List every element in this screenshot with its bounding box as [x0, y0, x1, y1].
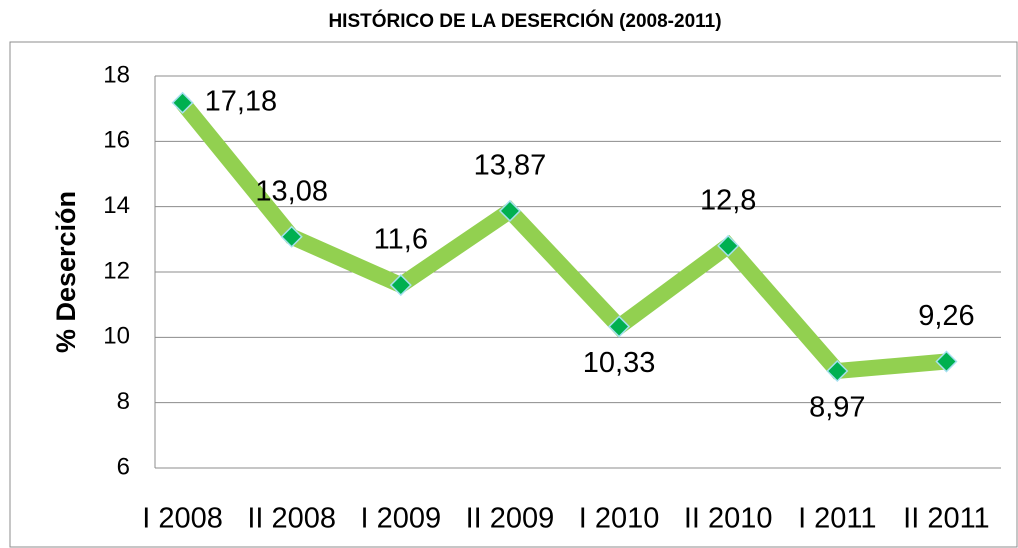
y-tick-label: 8	[117, 388, 130, 415]
data-marker	[608, 315, 631, 338]
y-tick-label: 6	[117, 453, 130, 480]
x-tick-label: II 2009	[466, 503, 555, 535]
data-label: 8,97	[809, 392, 865, 424]
x-tick-label: II 2011	[903, 503, 990, 535]
data-marker	[826, 359, 849, 383]
data-label: 12,8	[700, 185, 756, 217]
chart-border	[9, 41, 1018, 548]
data-label: 17,18	[205, 85, 278, 117]
data-marker	[935, 350, 958, 373]
x-tick-label: I 2010	[579, 503, 660, 535]
x-tick-label: II 2008	[247, 503, 336, 535]
x-tick-label: I 2011	[798, 503, 876, 535]
chart-title: HISTÓRICO DE LA DESERCIÓN (2008-2011)	[328, 10, 721, 32]
data-label: 9,26	[918, 300, 974, 332]
x-tick-label: I 2009	[360, 503, 441, 535]
data-label: 10,33	[583, 347, 656, 379]
data-marker	[389, 274, 412, 297]
y-tick-label: 18	[103, 61, 130, 88]
data-label: 13,87	[474, 150, 547, 182]
y-tick-label: 10	[103, 323, 130, 350]
data-label: 13,08	[255, 175, 328, 207]
data-label: 11,6	[374, 224, 428, 256]
data-marker	[717, 234, 740, 257]
data-line	[176, 97, 948, 380]
y-axis-label: % Deserción	[51, 191, 81, 353]
data-marker	[498, 199, 521, 222]
y-tick-label: 12	[103, 257, 130, 284]
y-tick-label: 14	[103, 192, 130, 219]
x-tick-label: II 2010	[684, 503, 773, 535]
y-tick-label: 16	[103, 127, 130, 154]
data-marker	[171, 91, 194, 114]
data-marker	[280, 225, 303, 248]
x-tick-label: I 2008	[142, 503, 223, 535]
